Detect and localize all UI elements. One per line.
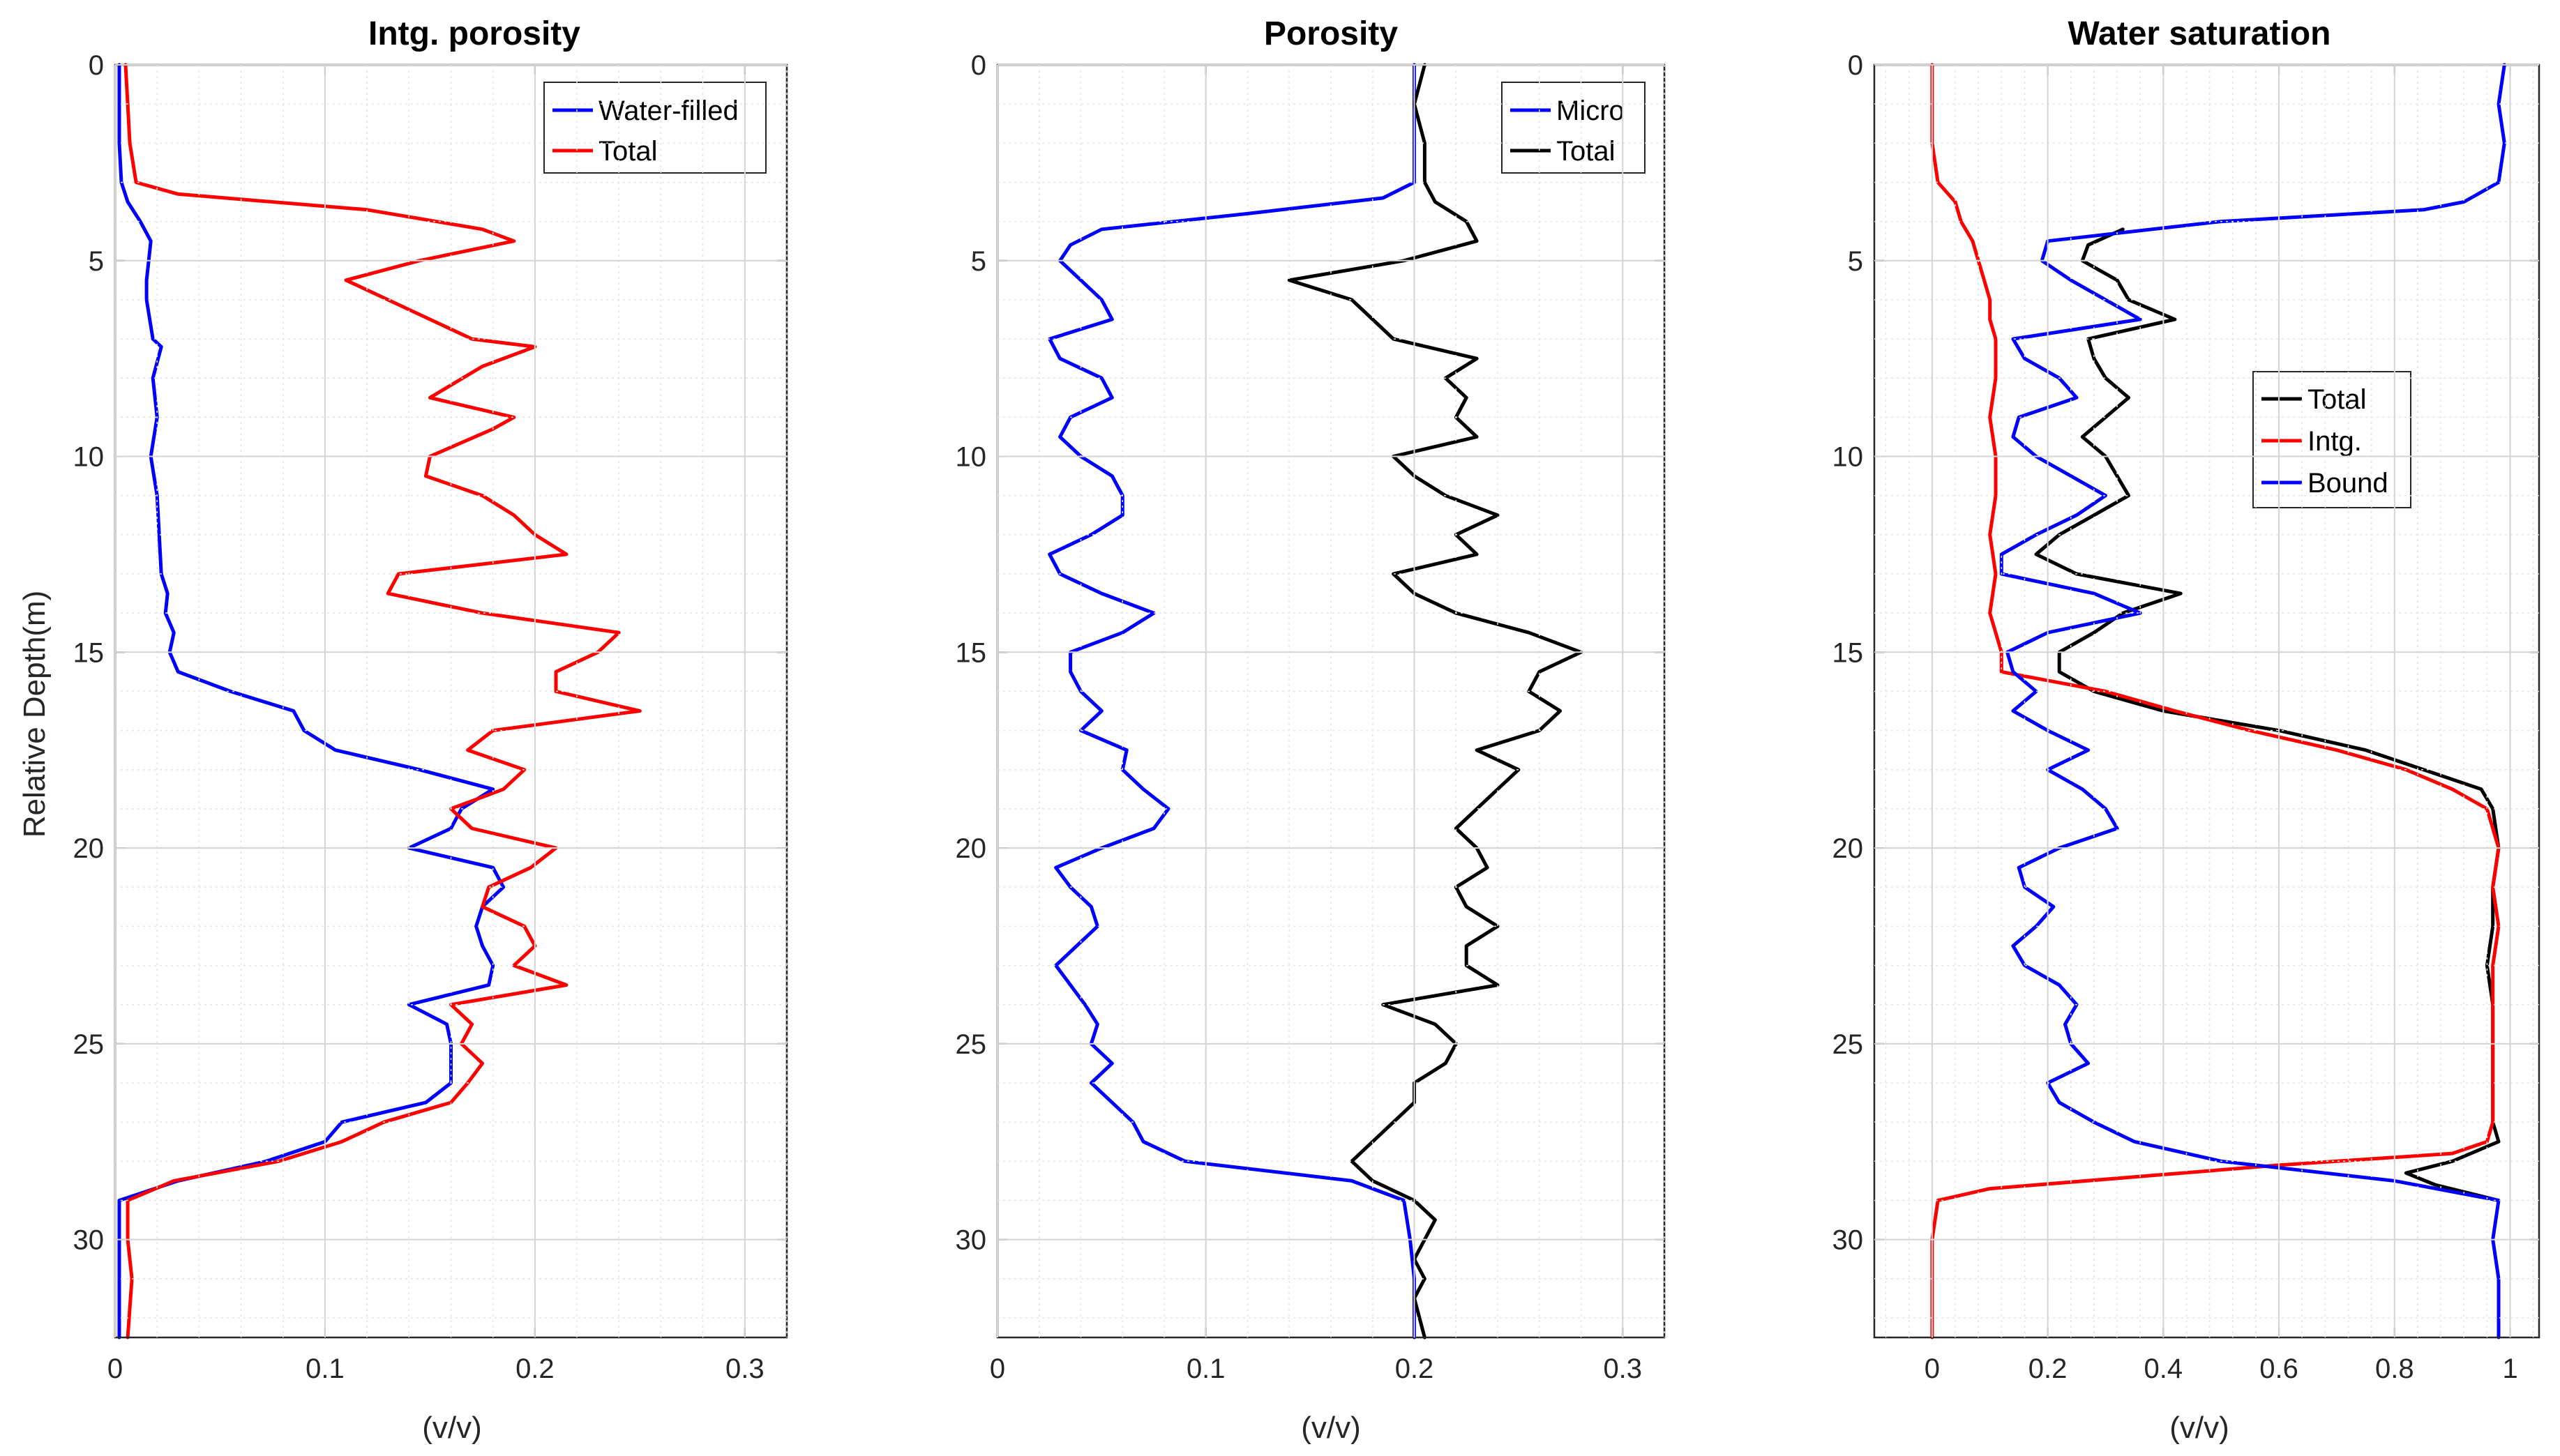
porosity-title: Porosity xyxy=(1264,15,1398,52)
legend-label-micro: Micro xyxy=(1556,96,1625,126)
porosity-legend: Micro Total xyxy=(1501,82,1646,174)
x-tick-label: 0 xyxy=(1925,1353,1940,1384)
x-tick-label: 0.2 xyxy=(2028,1353,2068,1384)
water-saturation-xlabel: (v/v) xyxy=(2169,1411,2229,1445)
water-saturation-panel: Water saturation (v/v) Total Intg. Bound… xyxy=(1832,15,2540,1445)
y-tick-label: 0 xyxy=(89,50,104,81)
y-tick-label: 25 xyxy=(73,1029,105,1060)
legend-label-total: Total xyxy=(1556,136,1616,167)
series-line-total xyxy=(123,63,642,1340)
y-tick-label: 20 xyxy=(956,833,987,864)
intg-porosity-legend: Water-filled Total xyxy=(543,82,767,174)
y-tick-label: 10 xyxy=(956,442,987,473)
y-tick-label: 25 xyxy=(1832,1029,1864,1060)
x-tick-label: 0.2 xyxy=(515,1353,555,1384)
y-tick-label: 5 xyxy=(1848,246,1863,277)
legend-label-water-filled: Water-filled xyxy=(598,96,739,126)
y-tick-label: 10 xyxy=(73,442,105,473)
y-tick-label: 10 xyxy=(1832,442,1864,473)
porosity-panel: Porosity (v/v) Micro Total 0 0.1 0.2 0.3 0 5 1… xyxy=(956,15,1666,1445)
water-saturation-title: Water saturation xyxy=(2068,15,2331,52)
x-tick-label: 0.1 xyxy=(306,1353,345,1384)
depth-ylabel: Relative Depth(m) xyxy=(17,591,52,838)
legend-label-total: Total xyxy=(2307,384,2367,415)
x-tick-label: 0.3 xyxy=(1603,1353,1642,1384)
legend-box xyxy=(1501,82,1646,174)
intg-porosity-title: Intg. porosity xyxy=(368,15,580,52)
y-tick-label: 25 xyxy=(956,1029,987,1060)
x-tick-label: 1 xyxy=(2502,1353,2517,1384)
intg-porosity-xlabel: (v/v) xyxy=(422,1411,482,1445)
porosity-xlabel: (v/v) xyxy=(1301,1411,1361,1445)
x-tick-label: 0.2 xyxy=(1395,1353,1434,1384)
x-tick-label: 0.1 xyxy=(1187,1353,1226,1384)
x-tick-label: 0.8 xyxy=(2375,1353,2414,1384)
y-tick-label: 5 xyxy=(971,246,986,277)
legend-label-total: Total xyxy=(598,136,658,167)
y-tick-label: 0 xyxy=(1848,50,1863,81)
y-tick-label: 15 xyxy=(73,637,105,668)
y-tick-label: 20 xyxy=(73,833,105,864)
y-tick-label: 0 xyxy=(971,50,986,81)
y-tick-label: 5 xyxy=(89,246,104,277)
y-tick-label: 15 xyxy=(956,637,987,668)
y-tick-label: 20 xyxy=(1832,833,1864,864)
y-tick-label: 30 xyxy=(73,1225,105,1256)
legend-box xyxy=(543,82,767,174)
series-line-water-filled xyxy=(117,63,506,1340)
y-tick-label: 15 xyxy=(1832,637,1864,668)
legend-label-intg: Intg. xyxy=(2307,426,2362,457)
series-line-total xyxy=(1287,63,1583,1340)
x-tick-label: 0 xyxy=(990,1353,1005,1384)
intg-porosity-panel: Intg. porosity (v/v) Relative Depth(m) W… xyxy=(17,15,788,1445)
x-tick-label: 0.4 xyxy=(2144,1353,2183,1384)
x-tick-label: 0 xyxy=(107,1353,123,1384)
series-line-micro xyxy=(1048,63,1416,1340)
y-tick-label: 30 xyxy=(956,1225,987,1256)
x-tick-label: 0.6 xyxy=(2259,1353,2298,1384)
water-saturation-legend: Total Intg. Bound xyxy=(2252,371,2411,508)
series-line-bound xyxy=(1999,63,2506,1340)
series-line-intg xyxy=(1930,63,2501,1340)
y-tick-label: 30 xyxy=(1832,1225,1864,1256)
x-tick-label: 0.3 xyxy=(725,1353,765,1384)
